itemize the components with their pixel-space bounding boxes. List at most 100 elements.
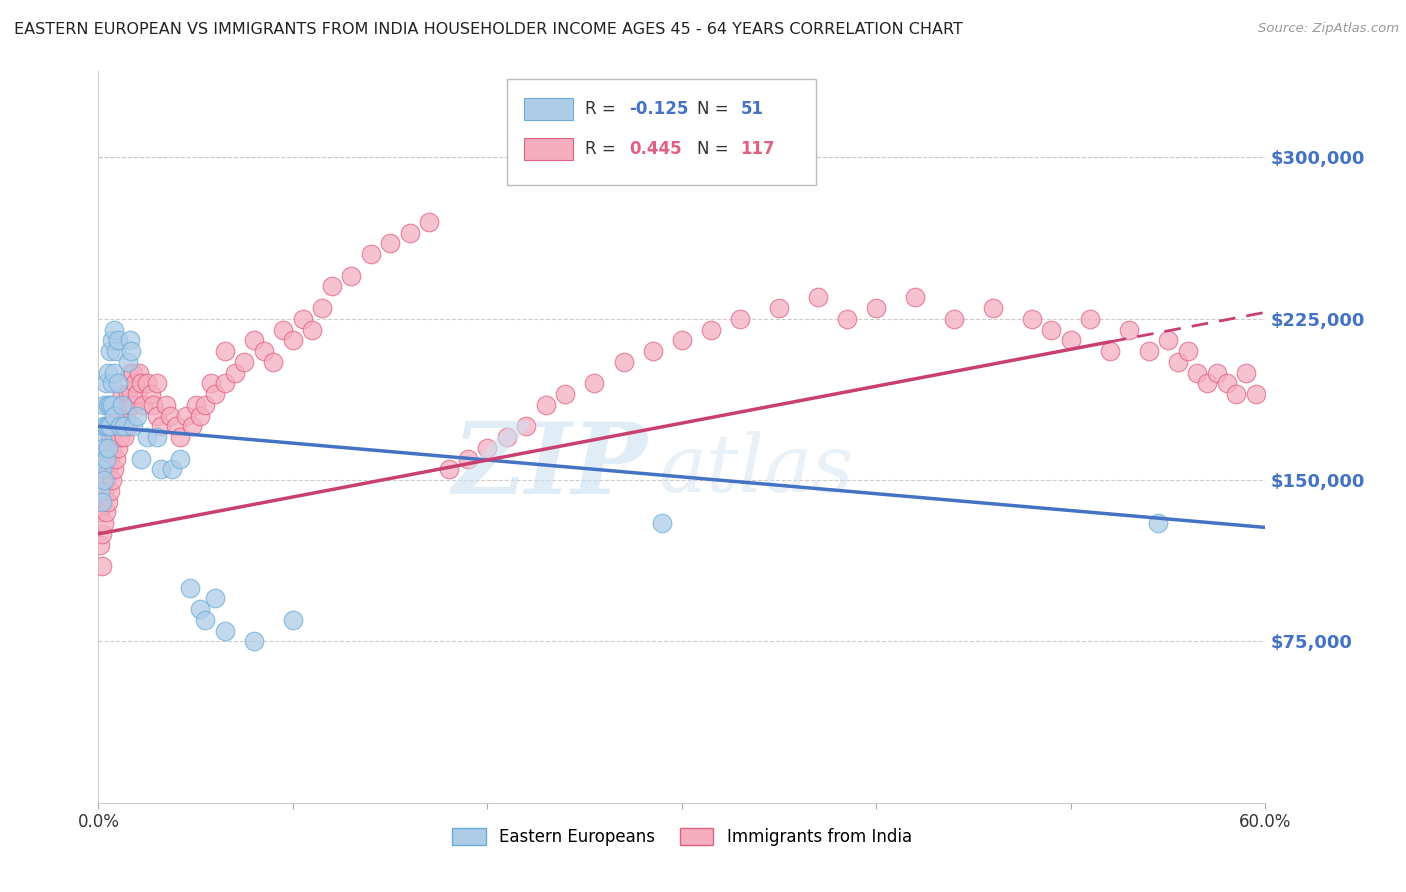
Point: [1060, 333, 1083, 347]
Bar: [524, 98, 574, 120]
Point: [243, 333, 266, 347]
Point: [1021, 311, 1043, 326]
Point: [224, 366, 246, 380]
Point: [98, 344, 121, 359]
Point: [1080, 311, 1102, 326]
Point: [117, 387, 139, 401]
Point: [121, 387, 143, 401]
Point: [111, 387, 134, 401]
Point: [108, 419, 131, 434]
Point: [165, 419, 187, 434]
Point: [1147, 516, 1170, 530]
Point: [184, 398, 207, 412]
Point: [146, 409, 169, 423]
Point: [807, 290, 830, 304]
Point: [700, 322, 723, 336]
Point: [122, 398, 145, 412]
Point: [281, 613, 304, 627]
Point: [91, 559, 114, 574]
Point: [651, 516, 673, 530]
Point: [96, 451, 118, 466]
Point: [1137, 344, 1160, 359]
Point: [97, 441, 120, 455]
Point: [127, 387, 149, 401]
Point: [641, 344, 664, 359]
Point: [107, 409, 129, 423]
Point: [1040, 322, 1063, 336]
Point: [107, 376, 129, 391]
Point: [204, 591, 226, 606]
Point: [253, 344, 276, 359]
Point: [837, 311, 859, 326]
Point: [340, 268, 363, 283]
Point: [101, 441, 124, 455]
Text: 0.445: 0.445: [630, 140, 682, 158]
Point: [155, 398, 177, 412]
Point: [311, 301, 333, 315]
Point: [865, 301, 887, 315]
Point: [91, 494, 114, 508]
Point: [93, 462, 115, 476]
Point: [1195, 376, 1218, 391]
Point: [904, 290, 927, 304]
Point: [457, 451, 479, 466]
Point: [127, 409, 149, 423]
Point: [96, 473, 118, 487]
Point: [91, 527, 114, 541]
Point: [107, 333, 129, 347]
Point: [98, 419, 121, 434]
Point: [89, 451, 111, 466]
Point: [91, 462, 114, 476]
Point: [89, 505, 111, 519]
Point: [97, 419, 120, 434]
Point: [117, 355, 139, 369]
Point: [194, 613, 217, 627]
Point: [101, 473, 124, 487]
Point: [93, 398, 115, 412]
Point: [129, 451, 152, 466]
Point: [1118, 322, 1140, 336]
Point: [101, 333, 124, 347]
Point: [103, 322, 125, 336]
Point: [89, 538, 111, 552]
Point: [515, 419, 537, 434]
Point: [98, 430, 121, 444]
Point: [214, 376, 236, 391]
Point: [1234, 366, 1257, 380]
Point: [768, 301, 790, 315]
Point: [188, 409, 211, 423]
Point: [174, 409, 197, 423]
Point: [301, 322, 323, 336]
Point: [1244, 387, 1267, 401]
Point: [91, 494, 114, 508]
Point: [149, 419, 172, 434]
Point: [146, 376, 169, 391]
Point: [111, 398, 134, 412]
Point: [1205, 366, 1227, 380]
Point: [118, 366, 141, 380]
Point: [117, 419, 139, 434]
Point: [98, 483, 121, 498]
Point: [169, 451, 191, 466]
Point: [1215, 376, 1237, 391]
Point: [534, 398, 557, 412]
Point: [554, 387, 576, 401]
Point: [437, 462, 460, 476]
Point: [179, 581, 201, 595]
Point: [149, 462, 172, 476]
Point: [103, 462, 125, 476]
Point: [496, 430, 519, 444]
Point: [97, 441, 120, 455]
Point: [136, 376, 159, 391]
Point: [200, 376, 222, 391]
Point: [360, 247, 382, 261]
Legend: Eastern Europeans, Immigrants from India: Eastern Europeans, Immigrants from India: [446, 822, 918, 853]
Point: [93, 516, 115, 530]
Point: [271, 322, 294, 336]
Point: [104, 419, 127, 434]
Point: [730, 311, 752, 326]
Point: [128, 366, 150, 380]
Point: [97, 366, 120, 380]
Point: [613, 355, 636, 369]
Point: [112, 430, 135, 444]
